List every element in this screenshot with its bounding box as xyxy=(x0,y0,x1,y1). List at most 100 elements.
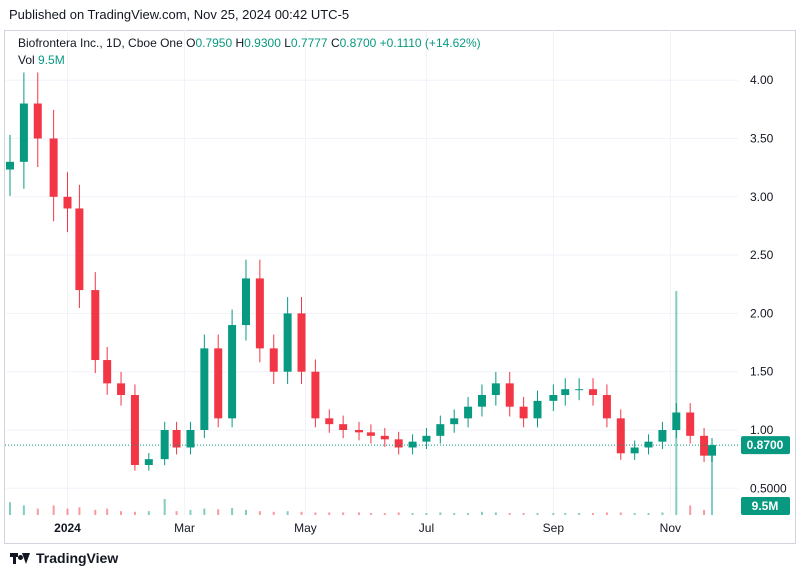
volume-bar xyxy=(494,512,497,515)
volume-bar xyxy=(425,513,428,515)
volume-bar xyxy=(133,511,136,515)
volume-bar xyxy=(314,512,317,515)
volume-bars xyxy=(9,291,713,515)
x-tick-label: May xyxy=(294,521,317,535)
volume-bar xyxy=(22,505,25,515)
x-tick-label: Sep xyxy=(543,521,565,535)
volume-badge-text: 9.5M xyxy=(752,499,779,513)
volume-bar xyxy=(605,512,608,515)
volume-bar xyxy=(453,513,456,515)
tradingview-logo[interactable]: TradingView xyxy=(10,550,118,566)
open-value: 0.7950 xyxy=(195,36,233,50)
price-axis: 4.00 3.50 3.00 2.50 2.00 1.50 1.00 0.5000 0.8700… xyxy=(741,73,790,515)
last-price-badge xyxy=(741,436,790,455)
volume-bar xyxy=(286,511,289,515)
x-tick-label: 2024 xyxy=(54,521,81,535)
volume-bar xyxy=(592,513,595,515)
x-tick-label: Nov xyxy=(660,521,681,535)
volume-bar xyxy=(689,505,692,515)
candle-body xyxy=(63,196,72,209)
volume-bar xyxy=(147,511,150,515)
candle-body xyxy=(505,383,514,407)
candle-body xyxy=(117,383,126,396)
volume-bar xyxy=(189,509,192,515)
candle-body xyxy=(283,313,292,372)
candle-body xyxy=(533,400,542,419)
y-tick-label: 2.00 xyxy=(750,306,774,320)
volume-bar xyxy=(78,507,81,515)
candle-body xyxy=(33,103,42,139)
y-tick-label: 0.5000 xyxy=(750,481,787,495)
volume-bar xyxy=(578,513,581,515)
candle-body xyxy=(160,430,169,460)
volume-bar xyxy=(106,508,109,515)
candle-body xyxy=(616,418,625,454)
volume-bar xyxy=(564,513,567,515)
y-tick-label: 1.00 xyxy=(750,423,774,437)
symbol-name[interactable]: Biofrontera Inc., 1D, Cboe One xyxy=(18,36,183,50)
chart-frame xyxy=(4,30,796,544)
y-tick-label: 2.50 xyxy=(750,248,774,262)
volume-bar xyxy=(369,513,372,515)
volume-bar xyxy=(120,511,123,515)
y-tick-label: 3.50 xyxy=(750,132,774,146)
volume-bar xyxy=(508,513,511,515)
candle-body xyxy=(339,424,348,430)
candle-body xyxy=(658,430,667,442)
candle-body xyxy=(477,395,486,407)
candle-body xyxy=(6,161,14,170)
volume-bar xyxy=(703,509,706,515)
y-tick-label: 4.00 xyxy=(750,73,774,87)
candle-body xyxy=(602,395,611,419)
volume-bar xyxy=(480,511,483,515)
candle-body xyxy=(422,435,431,442)
candle-body xyxy=(549,395,558,401)
candle-body xyxy=(130,395,139,465)
tradingview-logo-icon xyxy=(10,551,30,565)
close-value: 0.8700 xyxy=(339,36,377,50)
volume-bar xyxy=(203,508,206,515)
volume-bar xyxy=(661,512,664,515)
candle-body xyxy=(355,430,364,433)
volume-bar xyxy=(244,509,247,515)
volume-bar xyxy=(358,512,361,515)
candle-body xyxy=(450,418,459,425)
volume-bar xyxy=(328,512,331,515)
volume-bar xyxy=(711,454,713,515)
tradingview-brand: TradingView xyxy=(36,550,119,566)
volume-bar xyxy=(300,511,303,515)
candle-body xyxy=(630,447,639,454)
volume-bar xyxy=(647,513,650,515)
grid-lines xyxy=(6,30,738,515)
candle-body xyxy=(408,441,417,448)
volume-bar xyxy=(217,509,220,515)
candle-body xyxy=(519,406,528,419)
candle-body xyxy=(311,371,320,419)
volume-value: 9.5M xyxy=(38,53,65,67)
candle-body xyxy=(200,348,209,430)
candle-body xyxy=(561,389,570,396)
volume-bar xyxy=(94,509,97,515)
candle-body xyxy=(464,406,473,419)
candle-body xyxy=(255,278,264,349)
volume-bar xyxy=(9,502,11,515)
volume-bar xyxy=(536,513,539,515)
volume-bar xyxy=(175,511,178,515)
candle-body xyxy=(366,432,375,436)
candles xyxy=(6,72,716,471)
candle-body xyxy=(672,412,681,430)
candle-body xyxy=(241,278,250,326)
volume-bar xyxy=(397,512,400,515)
open-label: O xyxy=(186,36,196,50)
time-axis: 2024 Mar May Jul Sep Nov xyxy=(54,521,681,535)
candle-body xyxy=(214,348,223,419)
volume-bar xyxy=(633,513,636,515)
close-label: C xyxy=(330,36,340,50)
y-tick-label: 1.50 xyxy=(750,365,774,379)
candle-body xyxy=(644,441,653,448)
volume-bar xyxy=(231,507,234,515)
candle-body xyxy=(394,439,403,448)
candle-body xyxy=(708,445,716,456)
candle-body xyxy=(75,208,84,291)
